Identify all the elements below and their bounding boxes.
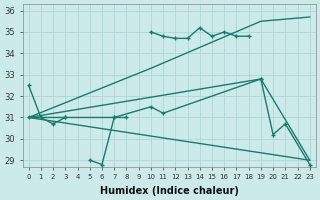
X-axis label: Humidex (Indice chaleur): Humidex (Indice chaleur) — [100, 186, 239, 196]
